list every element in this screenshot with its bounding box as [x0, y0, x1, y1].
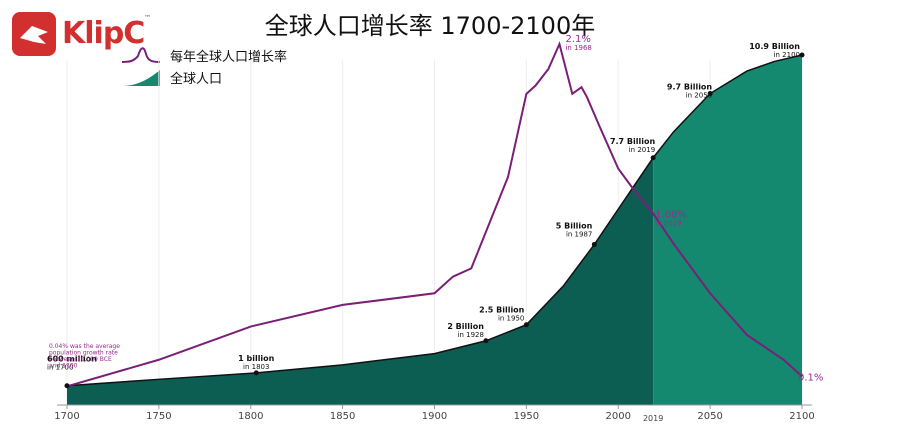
rate-note-line-1: population growth rate: [49, 350, 118, 357]
x-tick-label-1750: 1750: [146, 411, 171, 422]
population-label-1803: 1 billion: [238, 354, 275, 363]
population-label-2050: 9.7 Billion: [667, 83, 713, 92]
population-point-1987: [591, 241, 597, 247]
legend-label-rate: 每年全球人口增长率: [170, 49, 288, 65]
legend-item-rate: 每年全球人口增长率: [120, 44, 287, 66]
rate-note-line-0: 0.04% was the average: [49, 343, 120, 350]
population-point-2100: [799, 52, 805, 58]
chart-legend: 每年全球人口增长率 全球人口: [120, 44, 287, 88]
population-label-1700: 600 million: [47, 355, 97, 364]
population-sublabel-1928: in 1928: [458, 331, 484, 339]
growth-rate-line: [66, 40, 803, 388]
population-sublabel-1700: in 1700: [47, 364, 73, 372]
population-area-historical: [67, 157, 654, 405]
population-sublabel-1987: in 1987: [566, 230, 592, 238]
population-sublabel-2100: in 2100: [774, 51, 800, 59]
population-sublabel-2050: in 2050: [686, 92, 712, 100]
brand-logo: KlipC ™: [12, 12, 151, 56]
population-point-1700: [64, 383, 70, 389]
population-label-2100: 10.9 Billion: [749, 42, 800, 51]
population-point-1803: [253, 370, 259, 376]
rate-sublabel-2019: in 2019: [655, 220, 681, 228]
population-line: [66, 54, 803, 387]
population-sublabel-2019: in 2019: [629, 146, 655, 154]
population-label-2019: 7.7 Billion: [610, 137, 656, 146]
x-tick-label-2050: 2050: [697, 411, 722, 422]
logo-text: KlipC: [62, 16, 145, 51]
population-legend-swatch: [122, 70, 160, 86]
x-tick-label-1800: 1800: [238, 411, 263, 422]
x-tick-label-2100: 2100: [789, 411, 814, 422]
population-area-projection: [653, 55, 802, 405]
logo-badge-icon: [12, 12, 56, 56]
logo-tm: ™: [144, 14, 151, 22]
rate-label-2019: 1.08%: [655, 210, 687, 221]
population-point-1928: [483, 338, 489, 344]
rate-legend-swatch: [121, 47, 161, 63]
population-sublabel-1950: in 1950: [498, 315, 524, 323]
rate-label-1968: 2.1%: [565, 34, 590, 45]
x-tick-label-1900: 1900: [422, 411, 447, 422]
rate-note-line-2: between 10,000 BCE: [49, 356, 112, 363]
rate-label-2100: 0.1%: [798, 372, 823, 383]
chart-title: 全球人口增长率 1700-2100年: [264, 12, 596, 40]
population-point-2050: [707, 91, 713, 97]
rate-note-line-3: and 1700: [49, 363, 78, 370]
rate-sublabel-1968: in 1968: [565, 44, 591, 52]
population-label-1950: 2.5 Billion: [479, 306, 525, 315]
population-label-1928: 2 Billion: [447, 322, 484, 331]
population-point-2019: [650, 155, 656, 161]
x-tick-label-1850: 1850: [330, 411, 355, 422]
x-tick-label-2000: 2000: [606, 411, 631, 422]
population-sublabel-1803: in 1803: [243, 363, 269, 371]
population-label-1987: 5 Billion: [556, 221, 593, 230]
x-tick-label-2019: 2019: [643, 414, 663, 423]
legend-item-population: 全球人口: [120, 66, 287, 88]
x-tick-label-1950: 1950: [514, 411, 539, 422]
legend-label-population: 全球人口: [170, 71, 223, 87]
x-tick-label-1700: 1700: [54, 411, 79, 422]
population-point-1950: [523, 322, 529, 328]
